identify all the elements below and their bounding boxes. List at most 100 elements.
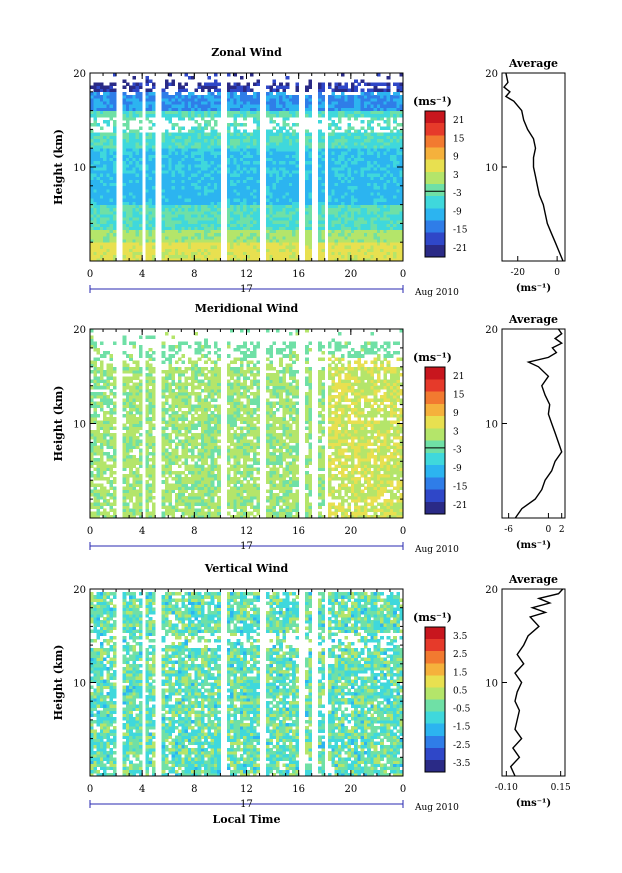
heatmap-cell	[129, 214, 133, 218]
heatmap-cell	[288, 94, 293, 99]
heatmap-cell	[174, 207, 179, 212]
heatmap-cell	[292, 148, 296, 152]
heatmap-cell	[236, 239, 241, 243]
heatmap-cell	[191, 257, 195, 262]
heatmap-cell	[112, 486, 117, 491]
heatmap-cell	[383, 145, 388, 149]
heatmap-cell	[99, 385, 104, 390]
heatmap-cell	[334, 141, 339, 146]
heatmap-cell	[321, 239, 326, 243]
heatmap-cell	[318, 195, 322, 199]
heatmap-cell	[389, 113, 394, 118]
heatmap-cell	[288, 132, 293, 137]
heatmap-cell	[197, 141, 202, 146]
heatmap-cell	[191, 173, 195, 177]
heatmap-cell	[347, 242, 352, 246]
heatmap-cell	[213, 185, 218, 190]
heatmap-cell	[90, 251, 94, 256]
heatmap-cell	[99, 467, 104, 472]
heatmap-cell	[145, 251, 150, 256]
heatmap-cell	[106, 170, 110, 174]
heatmap-cell	[109, 242, 114, 246]
heatmap-cell	[354, 176, 358, 180]
heatmap-cell	[347, 94, 352, 99]
heatmap-cell	[200, 163, 205, 168]
heatmap-cell	[191, 94, 195, 99]
heatmap-cell	[112, 107, 117, 111]
heatmap-cell	[295, 132, 300, 137]
heatmap-cell	[106, 245, 110, 249]
heatmap-cell	[138, 167, 143, 171]
heatmap-cell	[109, 163, 114, 168]
heatmap-cell	[129, 101, 133, 105]
heatmap-cell	[256, 154, 260, 158]
heatmap-cell	[187, 235, 192, 240]
heatmap-cell	[129, 492, 133, 497]
heatmap-cell	[288, 232, 293, 237]
heatmap-cell	[243, 94, 247, 99]
heatmap-cell	[96, 192, 101, 196]
heatmap-cell	[360, 101, 365, 105]
heatmap-cell	[396, 91, 401, 96]
heatmap-cell	[187, 179, 192, 184]
heatmap-cell	[226, 73, 231, 77]
heatmap-cell	[125, 242, 130, 246]
heatmap-cell	[93, 160, 97, 165]
heatmap-cell	[337, 82, 342, 86]
heatmap-cell	[285, 141, 290, 146]
heatmap-cell	[145, 214, 150, 218]
heatmap-cell	[367, 173, 371, 177]
heatmap-cell	[288, 104, 293, 108]
heatmap-cell	[213, 179, 218, 184]
heatmap-cell	[318, 257, 322, 262]
heatmap-cell	[272, 173, 277, 177]
heatmap-cell	[370, 245, 375, 249]
heatmap-cell	[164, 104, 169, 108]
heatmap-cell	[292, 179, 296, 184]
heatmap-cell	[328, 82, 332, 86]
heatmap-cell	[204, 223, 208, 227]
heatmap-cell	[295, 107, 300, 111]
heatmap-cell	[393, 163, 397, 168]
heatmap-cell	[347, 251, 352, 256]
heatmap-cell	[357, 217, 362, 221]
heatmap-cell	[376, 123, 381, 127]
heatmap-cell	[230, 91, 234, 96]
heatmap-cell	[396, 141, 401, 146]
heatmap-cell	[181, 229, 185, 234]
heatmap-cell	[161, 235, 166, 240]
heatmap-cell	[236, 198, 241, 202]
heatmap-cell	[226, 220, 231, 224]
heatmap-cell	[132, 179, 137, 184]
heatmap-cell	[109, 182, 114, 187]
heatmap-cell	[266, 179, 270, 184]
heatmap-cell	[96, 458, 101, 462]
heatmap-cell	[129, 207, 133, 212]
heatmap	[90, 73, 404, 262]
heatmap-cell	[181, 179, 185, 184]
heatmap-cell	[122, 464, 127, 468]
heatmap-cell	[106, 135, 110, 140]
heatmap-cell	[243, 135, 247, 140]
heatmap-cell	[122, 398, 127, 402]
heatmap-cell	[386, 123, 391, 127]
heatmap-cell	[194, 210, 198, 215]
heatmap-cell	[168, 163, 172, 168]
heatmap-cell	[171, 98, 176, 102]
heatmap-cell	[373, 104, 378, 108]
heatmap-cell	[194, 198, 198, 202]
heatmap-cell	[132, 458, 137, 462]
heatmap-cell	[350, 154, 355, 158]
heatmap-cell	[171, 176, 176, 180]
heatmap-cell	[236, 167, 241, 171]
heatmap-cell	[337, 232, 342, 237]
heatmap-cell	[256, 207, 260, 212]
heatmap-cell	[125, 210, 130, 215]
heatmap-cell	[373, 110, 378, 115]
heatmap-cell	[373, 85, 378, 90]
heatmap-cell	[122, 351, 127, 355]
heatmap-cell	[230, 132, 234, 137]
heatmap-cell	[341, 229, 345, 234]
heatmap-cell	[197, 229, 202, 234]
heatmap-cell	[191, 235, 195, 240]
